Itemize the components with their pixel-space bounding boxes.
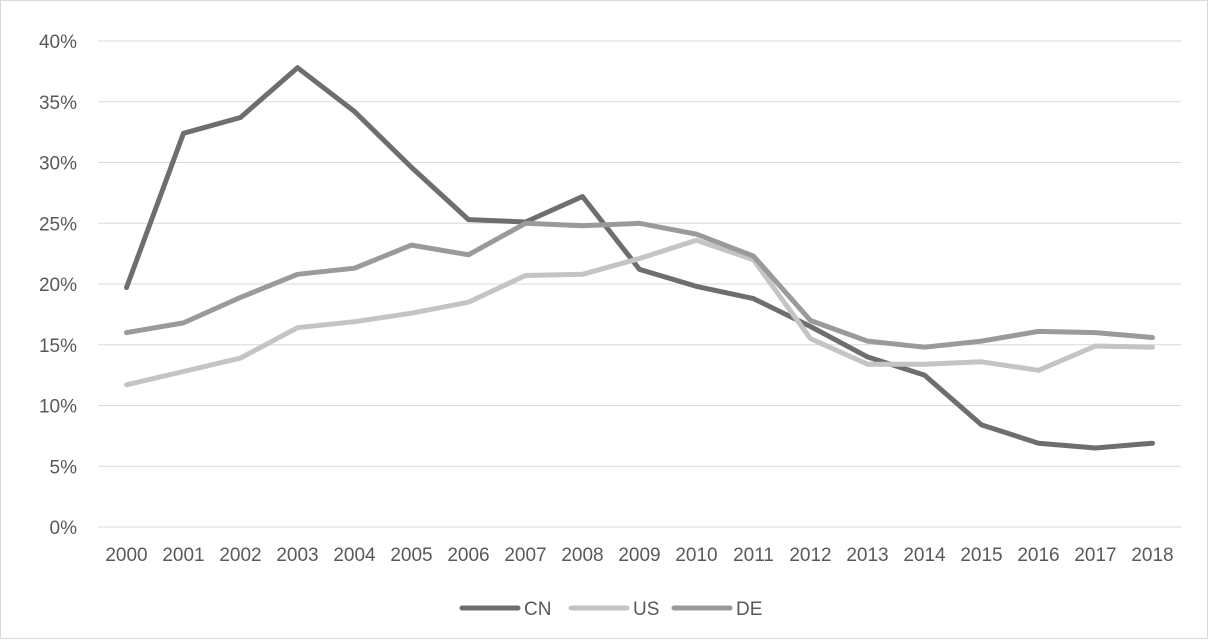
x-tick-label: 2018	[1131, 545, 1173, 566]
x-tick-label: 2010	[675, 545, 717, 566]
x-tick-label: 2016	[1017, 545, 1059, 566]
x-tick-label: 2007	[504, 545, 546, 566]
y-tick-label: 10%	[39, 397, 77, 418]
x-tick-label: 2004	[333, 545, 376, 566]
x-tick-label: 2000	[105, 545, 147, 566]
y-tick-label: 15%	[39, 336, 77, 357]
series-line-us	[124, 237, 1155, 388]
legend-label-de: DE	[736, 599, 762, 620]
series-lines	[124, 65, 1155, 451]
x-tick-label: 2006	[447, 545, 489, 566]
series-line-cn	[124, 65, 1155, 451]
legend-label-cn: CN	[524, 599, 551, 620]
x-tick-label: 2011	[733, 545, 774, 566]
y-tick-label: 40%	[39, 32, 77, 53]
y-tick-label: 5%	[50, 457, 78, 478]
series-line-de	[124, 220, 1155, 350]
x-tick-label: 2003	[276, 545, 318, 566]
x-tick-label: 2005	[390, 545, 432, 566]
x-tick-label: 2008	[561, 545, 603, 566]
x-tick-label: 2015	[960, 545, 1002, 566]
y-axis-tick-labels: 0% 5% 10% 15% 20% 25% 30% 35% 40%	[39, 32, 77, 539]
y-tick-label: 35%	[39, 93, 77, 114]
x-tick-label: 2012	[789, 545, 831, 566]
x-tick-label: 2001	[162, 545, 204, 566]
y-tick-label: 25%	[39, 214, 77, 235]
x-tick-label: 2013	[846, 545, 888, 566]
gridlines	[98, 40, 1181, 528]
x-axis-tick-labels: 2000 2001 2002 2003 2004 2005 2006 2007 2008 2009…	[105, 545, 1173, 566]
legend-label-us: US	[633, 599, 659, 620]
x-tick-label: 2002	[219, 545, 261, 566]
x-tick-label: 2009	[618, 545, 660, 566]
y-tick-label: 0%	[50, 518, 78, 539]
y-tick-label: 30%	[39, 154, 77, 175]
y-tick-label: 20%	[39, 275, 77, 296]
x-tick-label: 2014	[903, 545, 946, 566]
legend: CN US DE	[459, 599, 762, 620]
x-tick-label: 2017	[1074, 545, 1116, 566]
